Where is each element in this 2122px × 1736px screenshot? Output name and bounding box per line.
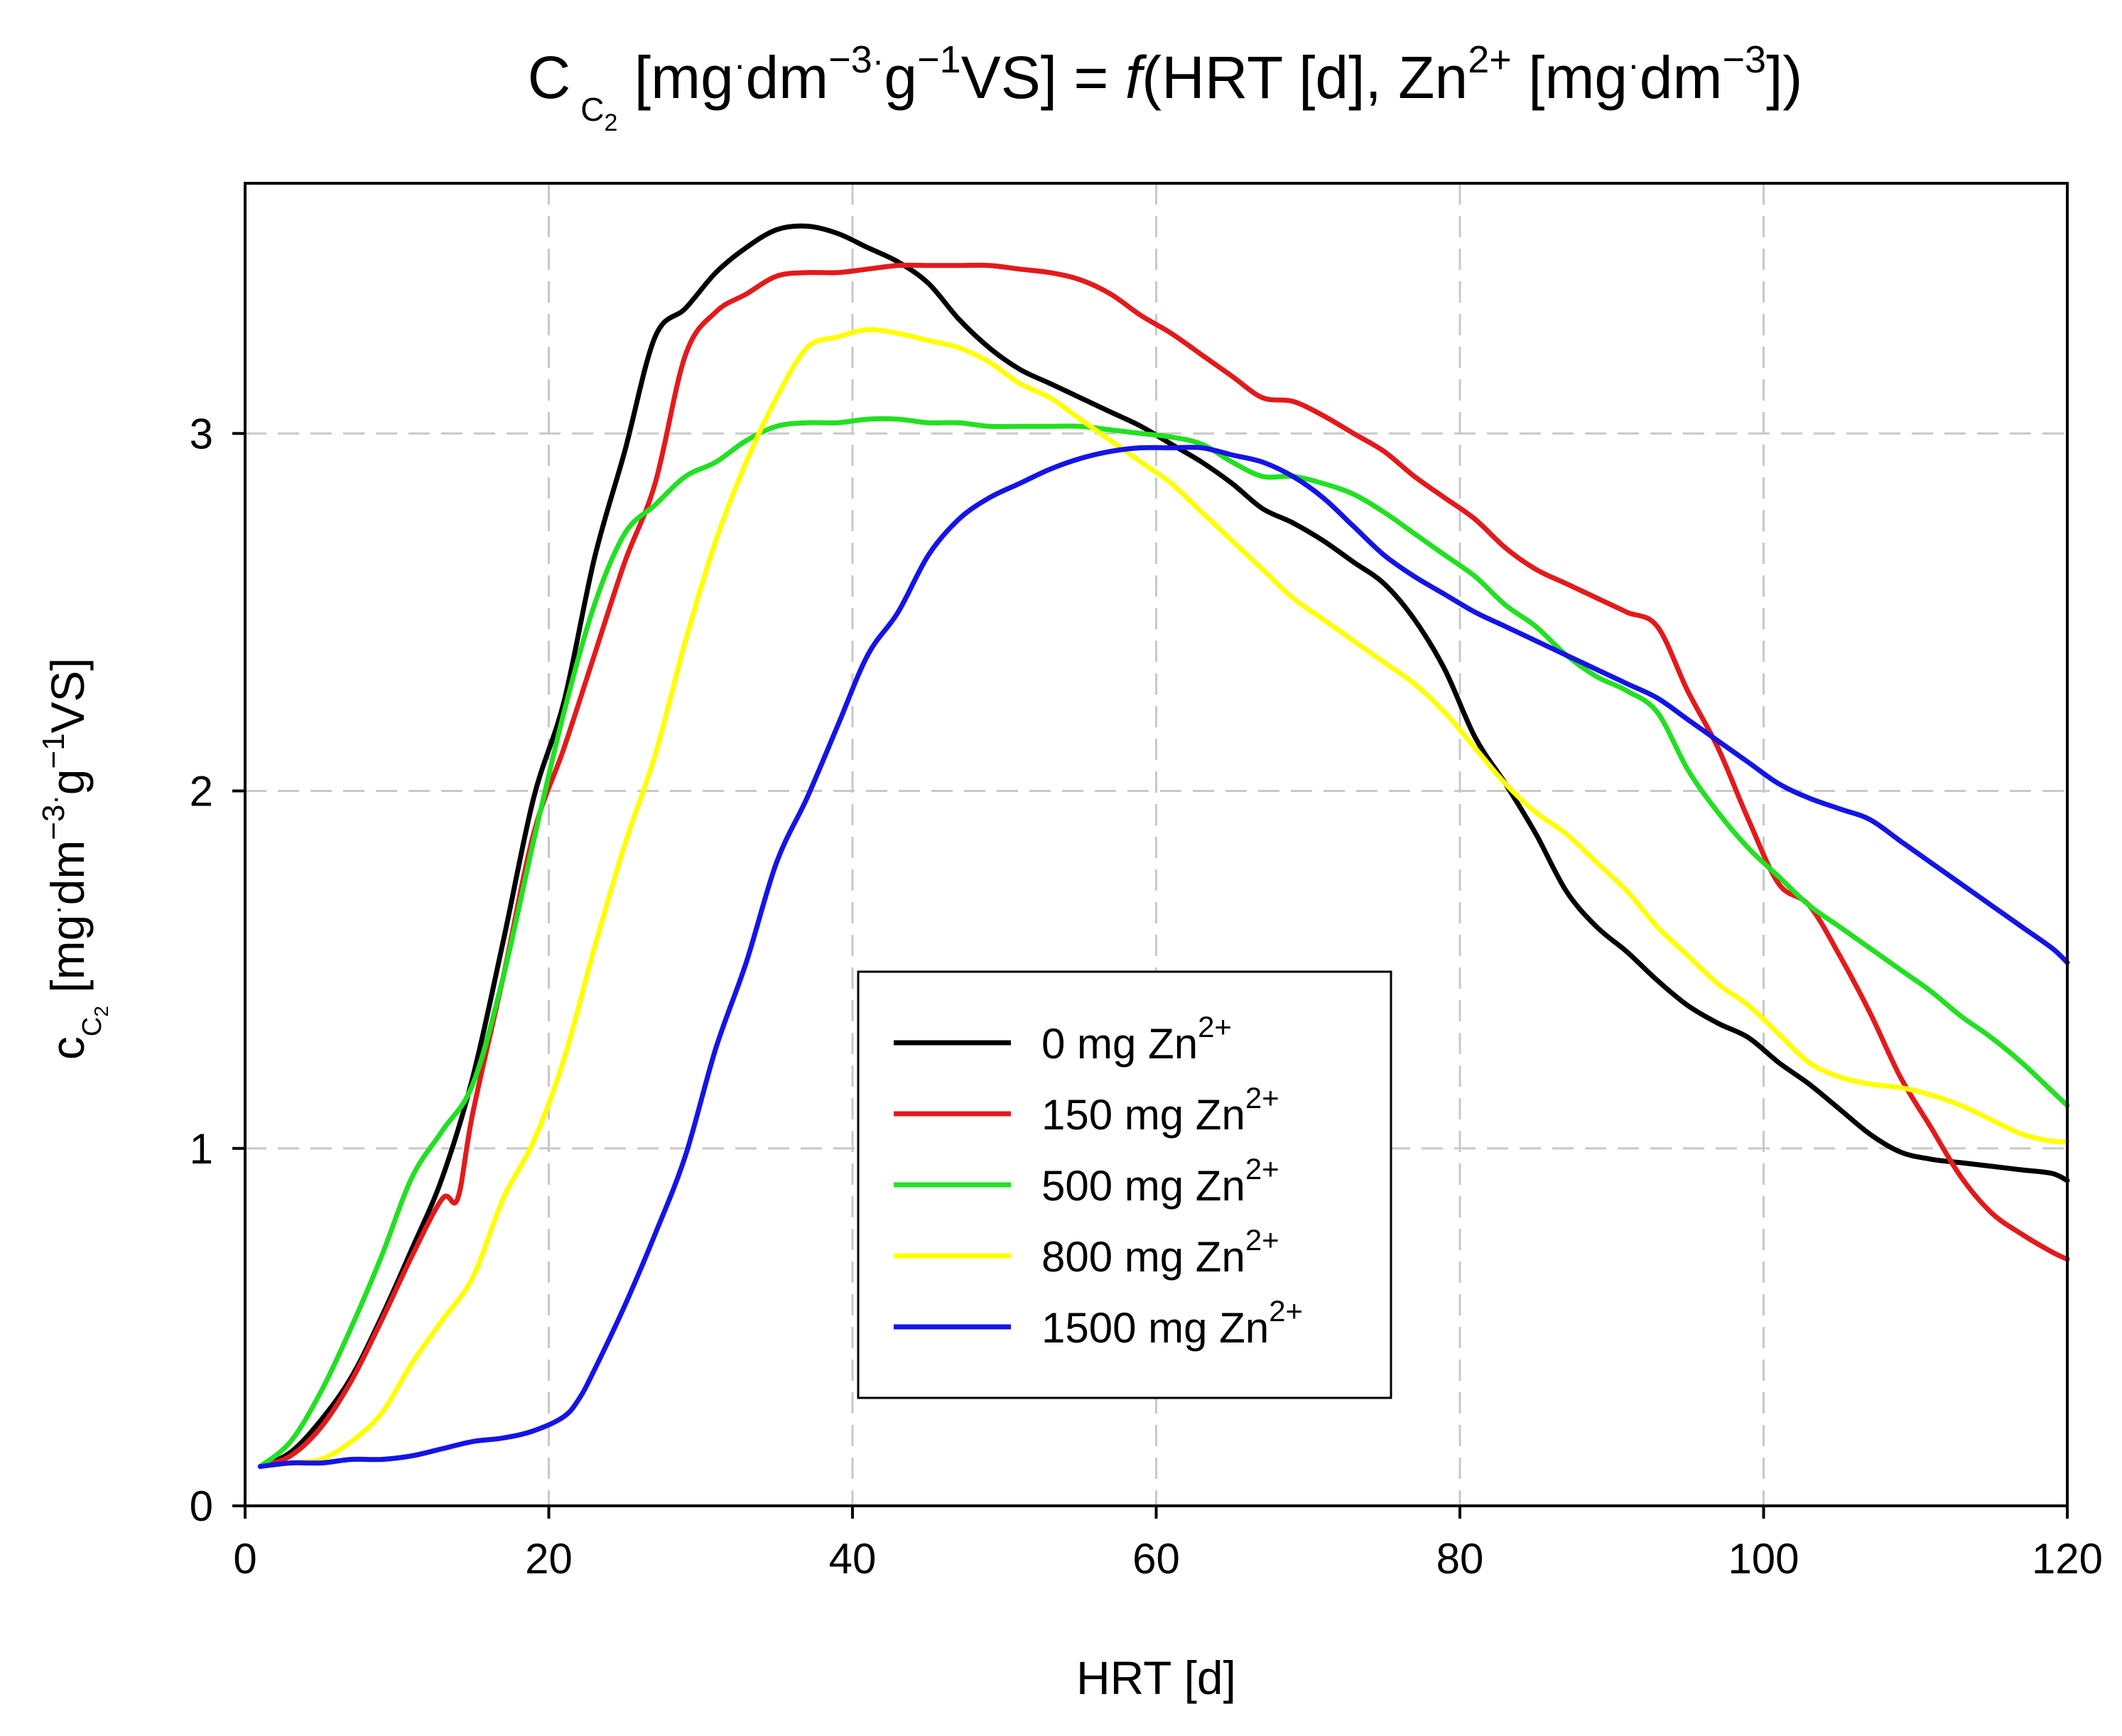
- series-lines: [257, 223, 2070, 1470]
- x-axis-label: HRT [d]: [1076, 1651, 1236, 1704]
- series-line-3: [257, 327, 2070, 1470]
- x-tick-label: 120: [2032, 1535, 2103, 1583]
- series-line-2: [257, 416, 2070, 1470]
- legend-label: 0 mg Zn2+: [1041, 1010, 1232, 1068]
- y-tick-label: 2: [190, 768, 213, 815]
- y-axis-label: cC2 [mg·dm−3·g−1VS]: [36, 658, 112, 1060]
- legend: 0 mg Zn2+ 150 mg Zn2+ 500 mg Zn2+ 800 mg Zn…: [857, 970, 1392, 1399]
- y-tick-label: 3: [190, 410, 213, 457]
- x-tick-label: 100: [1728, 1535, 1799, 1583]
- x-tick-label: 0: [233, 1535, 256, 1583]
- y-tick-label: 0: [190, 1482, 213, 1530]
- legend-label: 500 mg Zn2+: [1041, 1152, 1279, 1210]
- x-tick-label: 60: [1132, 1535, 1180, 1583]
- x-tick-label: 20: [525, 1535, 573, 1583]
- legend-label: 150 mg Zn2+: [1041, 1081, 1279, 1139]
- y-tick-label: 1: [190, 1125, 213, 1173]
- axis-ticks: 0 20 40 60 80 100 120 0 1 2 3: [190, 410, 2103, 1583]
- x-tick-label: 80: [1436, 1535, 1484, 1583]
- legend-label: 1500 mg Zn2+: [1041, 1294, 1303, 1352]
- legend-items: 0 mg Zn2+ 150 mg Zn2+ 500 mg Zn2+ 800 mg Zn…: [894, 1010, 1303, 1352]
- series-line-0: [257, 223, 2070, 1470]
- plot-frame: [244, 182, 2069, 1507]
- legend-label: 800 mg Zn2+: [1041, 1223, 1279, 1281]
- series-line-4: [257, 445, 2070, 1470]
- chart-title: C C2 [mg·dm−3·g−1VS] = f(HRT [d], Zn2+ [m…: [528, 38, 1803, 136]
- x-tick-label: 40: [829, 1535, 877, 1583]
